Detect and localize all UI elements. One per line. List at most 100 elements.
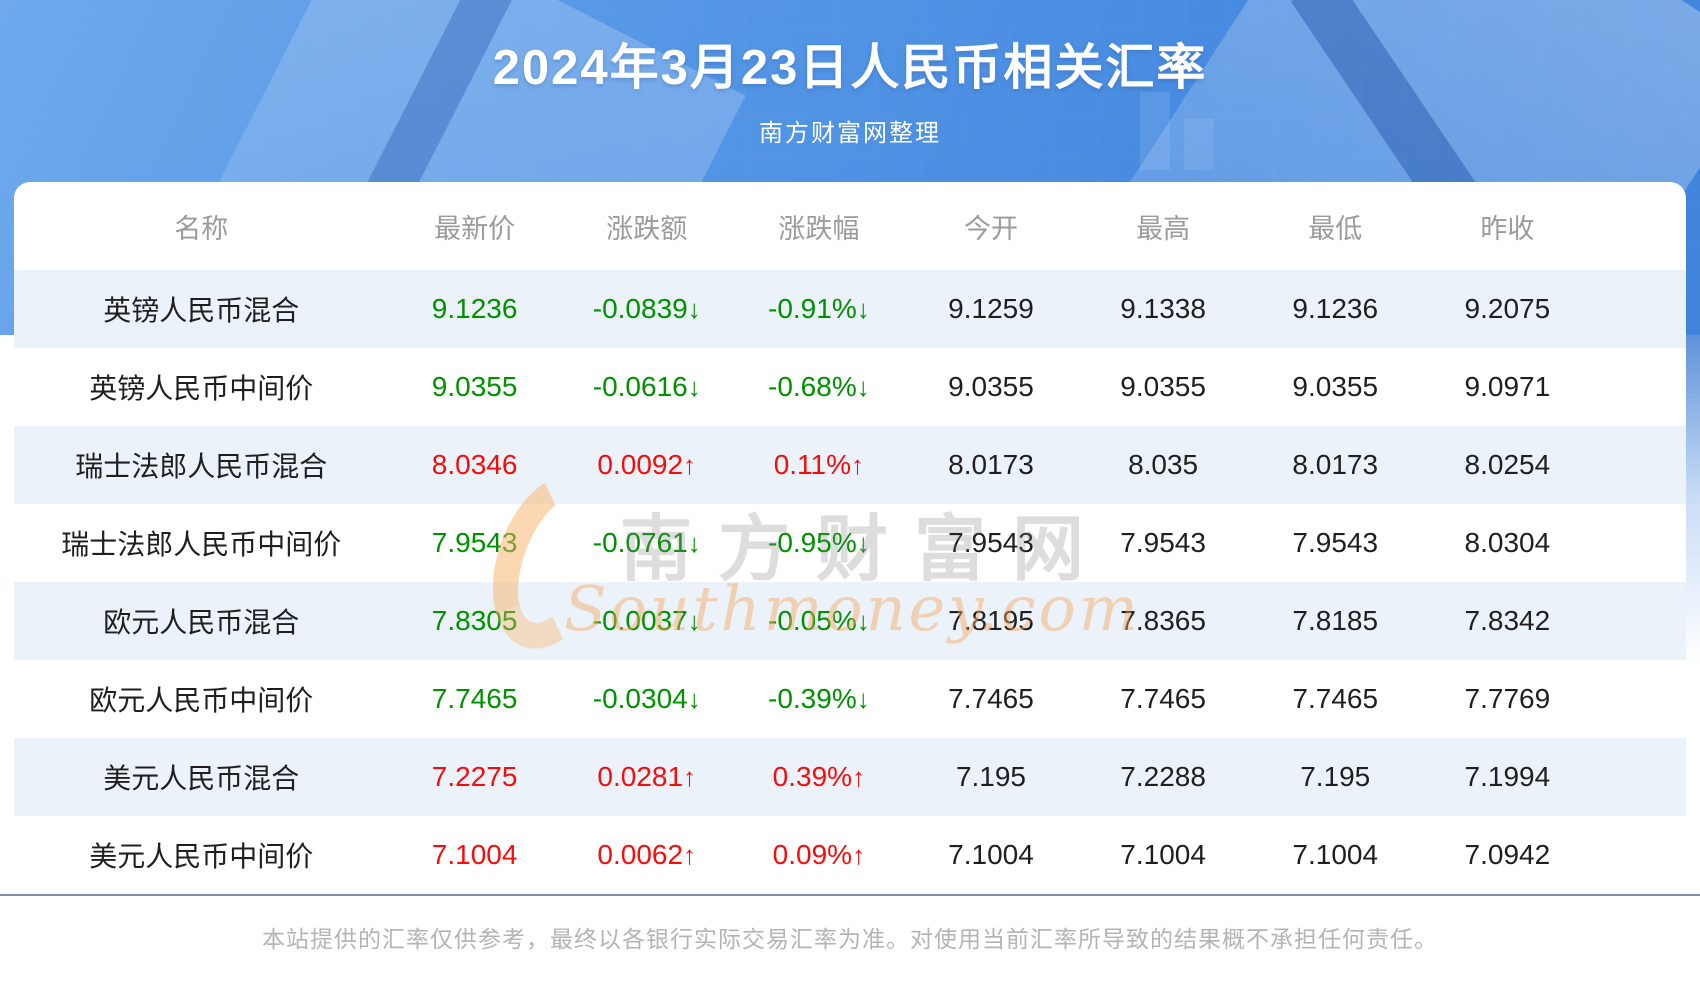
- up-arrow-icon: ↑: [852, 840, 866, 870]
- down-arrow-icon: ↓: [687, 606, 701, 636]
- prev-close-cell: 7.7769: [1464, 683, 1551, 714]
- low-cell: 7.7465: [1292, 683, 1379, 714]
- column-header-0: 名称: [174, 213, 229, 244]
- down-arrow-icon: ↓: [687, 372, 701, 402]
- change-amount-cell: 0.0062↑: [597, 839, 697, 870]
- low-cell: 7.1004: [1292, 839, 1379, 870]
- decor-right-tail: [1684, 335, 1700, 665]
- row-name-cell: 美元人民币中间价: [89, 841, 314, 872]
- table-body: 英镑人民币混合 9.1236 -0.0839↓ -0.91%↓ 9.1259 9…: [14, 270, 1686, 894]
- latest-price-cell: 9.0355: [431, 371, 518, 402]
- low-cell: 9.0355: [1292, 371, 1379, 402]
- change-percent-cell: -0.68%↓: [768, 371, 870, 402]
- latest-price-cell: 7.8305: [431, 605, 518, 636]
- table-row: 瑞士法郎人民币中间价 7.9543 -0.0761↓ -0.95%↓ 7.954…: [14, 504, 1686, 582]
- low-cell: 9.1236: [1292, 293, 1379, 324]
- open-cell: 7.9543: [948, 527, 1034, 558]
- change-percent-cell: -0.39%↓: [768, 683, 870, 714]
- change-amount-cell: -0.0616↓: [592, 371, 701, 402]
- row-name-cell: 瑞士法郎人民币混合: [75, 451, 328, 482]
- table-row: 瑞士法郎人民币混合 8.0346 0.0092↑ 0.11%↑ 8.0173 8…: [14, 426, 1686, 504]
- down-arrow-icon: ↓: [687, 684, 701, 714]
- prev-close-cell: 9.2075: [1464, 293, 1551, 324]
- change-amount-cell: -0.0304↓: [592, 683, 701, 714]
- row-name-cell: 瑞士法郎人民币中间价: [61, 529, 342, 560]
- low-cell: 7.9543: [1292, 527, 1379, 558]
- table-header-row: 名称 最新价 涨跌额 涨跌幅 今开 最高 最低 昨收: [14, 182, 1686, 270]
- column-header-4: 今开: [963, 213, 1018, 244]
- open-cell: 7.7465: [948, 683, 1034, 714]
- table-row: 英镑人民币混合 9.1236 -0.0839↓ -0.91%↓ 9.1259 9…: [14, 270, 1686, 348]
- hero-banner: 2024年3月23日人民币相关汇率 南方财富网整理: [0, 0, 1700, 335]
- row-name-cell: 美元人民币混合: [103, 763, 300, 794]
- row-name-cell: 欧元人民币混合: [103, 607, 300, 638]
- open-cell: 7.1004: [948, 839, 1034, 870]
- up-arrow-icon: ↑: [851, 450, 865, 480]
- latest-price-cell: 7.9543: [431, 527, 518, 558]
- down-arrow-icon: ↓: [687, 294, 701, 324]
- latest-price-cell: 7.1004: [431, 839, 518, 870]
- prev-close-cell: 7.0942: [1464, 839, 1551, 870]
- down-arrow-icon: ↓: [856, 372, 870, 402]
- low-cell: 8.0173: [1292, 449, 1379, 480]
- column-header-7: 昨收: [1480, 213, 1535, 244]
- table-row: 欧元人民币混合 7.8305 -0.0037↓ -0.05%↓ 7.8195 7…: [14, 582, 1686, 660]
- low-cell: 7.195: [1300, 761, 1371, 792]
- high-cell: 8.035: [1128, 449, 1199, 480]
- down-arrow-icon: ↓: [687, 528, 701, 558]
- prev-close-cell: 8.0304: [1464, 527, 1551, 558]
- down-arrow-icon: ↓: [856, 684, 870, 714]
- column-header-2: 涨跌额: [606, 213, 688, 244]
- prev-close-cell: 8.0254: [1464, 449, 1551, 480]
- prev-close-cell: 7.8342: [1464, 605, 1551, 636]
- table-row: 欧元人民币中间价 7.7465 -0.0304↓ -0.39%↓ 7.7465 …: [14, 660, 1686, 738]
- low-cell: 7.8185: [1292, 605, 1379, 636]
- column-header-3: 涨跌幅: [778, 213, 860, 244]
- change-amount-cell: 0.0092↑: [597, 449, 697, 480]
- up-arrow-icon: ↑: [852, 762, 866, 792]
- high-cell: 7.7465: [1120, 683, 1206, 714]
- down-arrow-icon: ↓: [856, 294, 870, 324]
- latest-price-cell: 7.2275: [431, 761, 518, 792]
- row-name-cell: 英镑人民币中间价: [89, 373, 314, 404]
- column-header-5: 最高: [1136, 213, 1191, 244]
- open-cell: 9.1259: [948, 293, 1034, 324]
- high-cell: 7.1004: [1120, 839, 1206, 870]
- column-header-6: 最低: [1308, 213, 1363, 244]
- footer-divider: [0, 894, 1700, 896]
- latest-price-cell: 7.7465: [431, 683, 518, 714]
- change-amount-cell: -0.0037↓: [592, 605, 701, 636]
- latest-price-cell: 8.0346: [431, 449, 518, 480]
- disclaimer-text: 本站提供的汇率仅供参考，最终以各银行实际交易汇率为准。对使用当前汇率所导致的结果…: [262, 926, 1438, 952]
- change-percent-cell: 0.11%↑: [773, 449, 865, 480]
- latest-price-cell: 9.1236: [431, 293, 518, 324]
- page-title: 2024年3月23日人民币相关汇率: [492, 41, 1208, 95]
- page-subtitle: 南方财富网整理: [759, 120, 941, 147]
- change-percent-cell: -0.95%↓: [768, 527, 870, 558]
- rates-table: 名称 最新价 涨跌额 涨跌幅 今开 最高 最低 昨收 英镑人民币混合 9.1236 -0.08…: [14, 182, 1686, 894]
- change-amount-cell: -0.0839↓: [592, 293, 701, 324]
- table-row: 美元人民币混合 7.2275 0.0281↑ 0.39%↑ 7.195 7.22…: [14, 738, 1686, 816]
- row-name-cell: 欧元人民币中间价: [89, 685, 314, 716]
- table-row: 美元人民币中间价 7.1004 0.0062↑ 0.09%↑ 7.1004 7.…: [14, 816, 1686, 894]
- change-amount-cell: -0.0761↓: [592, 527, 701, 558]
- high-cell: 9.0355: [1120, 371, 1206, 402]
- high-cell: 7.8365: [1120, 605, 1206, 636]
- up-arrow-icon: ↑: [683, 840, 697, 870]
- change-percent-cell: -0.91%↓: [768, 293, 870, 324]
- prev-close-cell: 9.0971: [1464, 371, 1551, 402]
- change-percent-cell: 0.39%↑: [772, 761, 866, 792]
- decor-bar-2: [1184, 118, 1214, 170]
- open-cell: 7.195: [955, 761, 1027, 792]
- table-row: 英镑人民币中间价 9.0355 -0.0616↓ -0.68%↓ 9.0355 …: [14, 348, 1686, 426]
- decor-bar-1: [1140, 92, 1170, 170]
- up-arrow-icon: ↑: [683, 762, 697, 792]
- prev-close-cell: 7.1994: [1464, 761, 1551, 792]
- column-header-1: 最新价: [434, 213, 516, 244]
- up-arrow-icon: ↑: [683, 450, 697, 480]
- change-percent-cell: -0.05%↓: [768, 605, 870, 636]
- down-arrow-icon: ↓: [856, 528, 870, 558]
- open-cell: 9.0355: [948, 371, 1034, 402]
- high-cell: 7.2288: [1120, 761, 1206, 792]
